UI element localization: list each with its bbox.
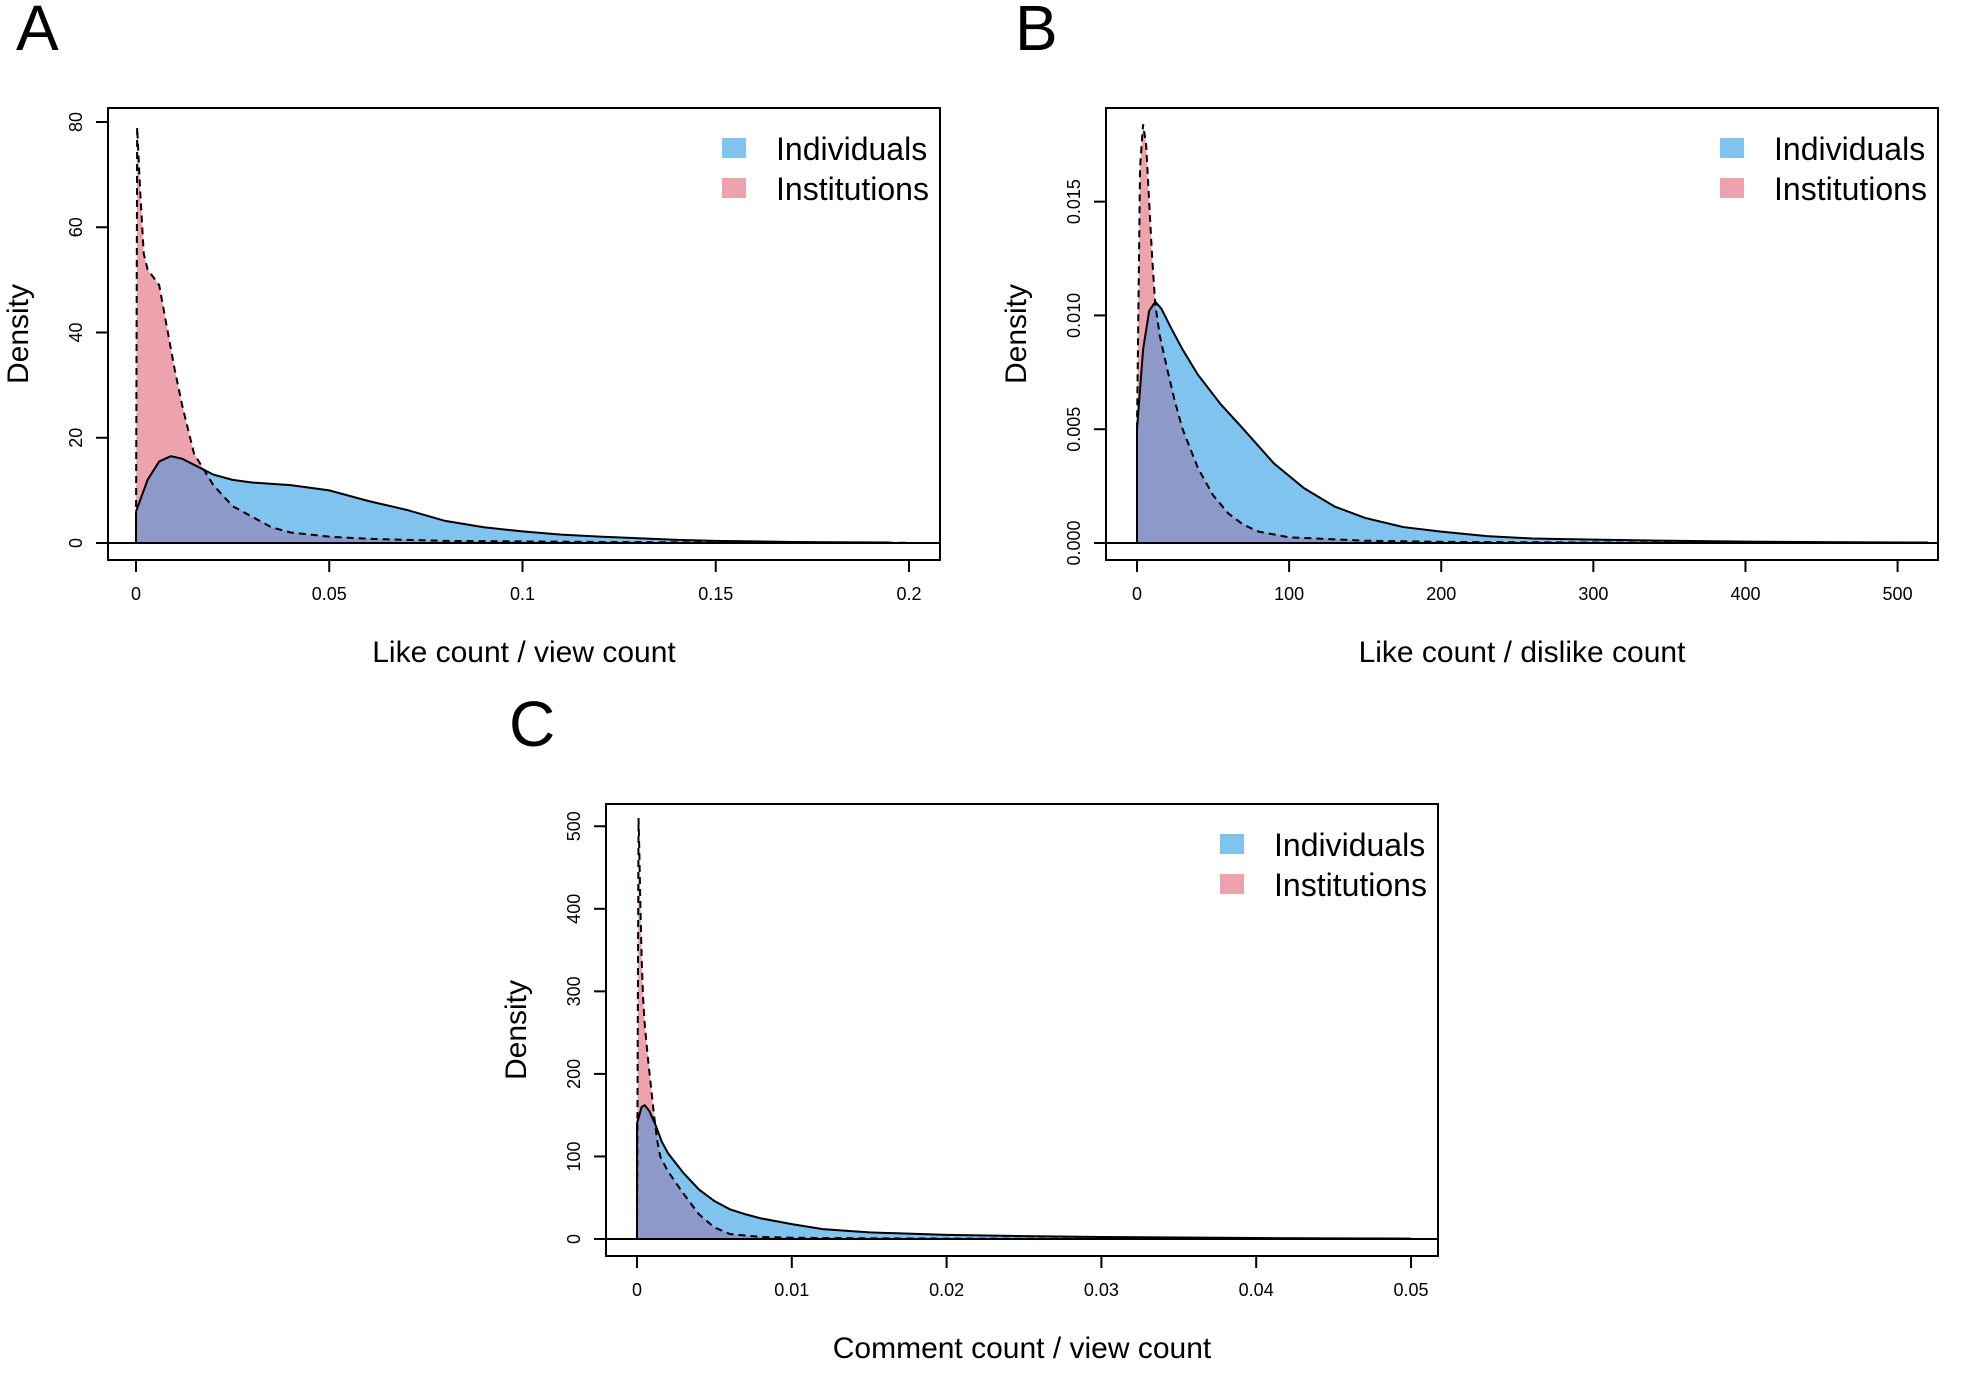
y-tick-label: 400 — [564, 894, 584, 924]
y-axis: 0 20 40 60 80 — [66, 112, 109, 548]
x-axis-label: Comment count / view count — [833, 1332, 1212, 1365]
legend-label-individuals: Individuals — [1274, 827, 1425, 863]
y-tick-label: 60 — [66, 217, 86, 237]
area-overlap — [1137, 301, 1822, 543]
x-axis: 0 0.05 0.1 0.15 0.2 — [131, 559, 922, 604]
x-axis: 0 0.01 0.02 0.03 0.04 0.05 — [632, 1255, 1429, 1300]
y-axis-label: Density — [2, 284, 35, 384]
density-layer — [636, 817, 1412, 1240]
x-tick-label: 400 — [1730, 584, 1760, 604]
legend-label-individuals: Individuals — [1774, 131, 1925, 167]
y-tick-label: 0 — [66, 538, 86, 548]
panel-letter: C — [509, 688, 555, 760]
x-tick-label: 300 — [1578, 584, 1608, 604]
panel-letter: A — [16, 0, 59, 64]
legend-swatch-institutions — [1720, 178, 1744, 198]
y-tick-label: 300 — [564, 976, 584, 1006]
panel-a: A 0 0.05 0.1 0.15 0.2 0 20 40 60 80 Like count / … — [2, 0, 941, 669]
y-axis: 0.000 0.005 0.010 0.015 — [1064, 179, 1107, 566]
y-tick-label: 0.000 — [1064, 520, 1084, 565]
x-tick-label: 0.02 — [929, 1280, 964, 1300]
y-tick-label: 20 — [66, 428, 86, 448]
legend-label-individuals: Individuals — [776, 131, 927, 167]
x-tick-label: 0.05 — [1393, 1280, 1428, 1300]
panel-letter: B — [1015, 0, 1058, 64]
x-tick-label: 200 — [1426, 584, 1456, 604]
y-tick-label: 200 — [564, 1059, 584, 1089]
area-individuals — [1137, 301, 1928, 543]
plot-area: 0 0.01 0.02 0.03 0.04 0.05 0 100 200 300 400 500 — [564, 811, 1438, 1300]
y-tick-label: 80 — [66, 112, 86, 132]
line-institutions — [1136, 124, 1822, 544]
y-tick-label: 0.010 — [1064, 293, 1084, 338]
y-tick-label: 0 — [564, 1234, 584, 1244]
y-tick-label: 500 — [564, 811, 584, 841]
y-tick-label: 100 — [564, 1141, 584, 1171]
legend: Individuals Institutions — [722, 131, 929, 207]
line-institutions — [135, 127, 910, 544]
legend-swatch-individuals — [1720, 138, 1744, 158]
x-tick-label: 0 — [632, 1280, 642, 1300]
y-axis-label: Density — [1000, 284, 1033, 384]
y-tick-label: 0.015 — [1064, 179, 1084, 224]
x-tick-label: 0.03 — [1084, 1280, 1119, 1300]
x-tick-label: 0 — [131, 584, 141, 604]
x-axis: 0 100 200 300 400 500 — [1132, 559, 1913, 604]
legend: Individuals Institutions — [1720, 131, 1927, 207]
legend-label-institutions: Institutions — [1774, 171, 1927, 207]
panel-b: B 0 100 200 300 400 500 0.000 0.005 0.010 0.015 L… — [1000, 0, 1939, 669]
plot-frame — [605, 803, 1439, 1257]
density-layer — [135, 127, 910, 544]
x-tick-label: 0 — [1132, 584, 1142, 604]
x-axis-label: Like count / dislike count — [1359, 636, 1687, 669]
area-individuals — [136, 456, 890, 543]
legend-swatch-individuals — [1220, 834, 1244, 854]
x-tick-label: 0.2 — [896, 584, 921, 604]
legend-label-institutions: Institutions — [1274, 867, 1427, 903]
legend-swatch-individuals — [722, 138, 746, 158]
line-individuals — [636, 1103, 1412, 1240]
x-tick-label: 0.01 — [774, 1280, 809, 1300]
x-tick-label: 0.05 — [312, 584, 347, 604]
line-institutions — [636, 817, 1412, 1240]
y-tick-label: 0.005 — [1064, 407, 1084, 452]
area-individuals — [637, 1105, 1411, 1239]
legend: Individuals Institutions — [1220, 827, 1427, 903]
density-layer — [1136, 124, 1929, 544]
plot-frame — [1105, 107, 1939, 561]
y-tick-label: 40 — [66, 322, 86, 342]
panel-c: C 0 0.01 0.02 0.03 0.04 0.050100200300400500 … — [500, 688, 1439, 1365]
x-tick-label: 100 — [1274, 584, 1304, 604]
y-axis: 0 100 200 300 400 500 — [564, 811, 607, 1244]
plot-frame — [107, 107, 941, 561]
line-individuals — [1136, 300, 1929, 544]
x-tick-label: 500 — [1883, 584, 1913, 604]
legend-label-institutions: Institutions — [776, 171, 929, 207]
x-tick-label: 0.15 — [698, 584, 733, 604]
legend-swatch-institutions — [722, 178, 746, 198]
legend-swatch-institutions — [1220, 874, 1244, 894]
x-axis-label: Like count / view count — [372, 636, 676, 669]
line-individuals — [135, 455, 890, 544]
x-tick-label: 0.1 — [510, 584, 535, 604]
x-tick-label: 0.04 — [1239, 1280, 1274, 1300]
y-axis-label: Density — [500, 980, 533, 1080]
